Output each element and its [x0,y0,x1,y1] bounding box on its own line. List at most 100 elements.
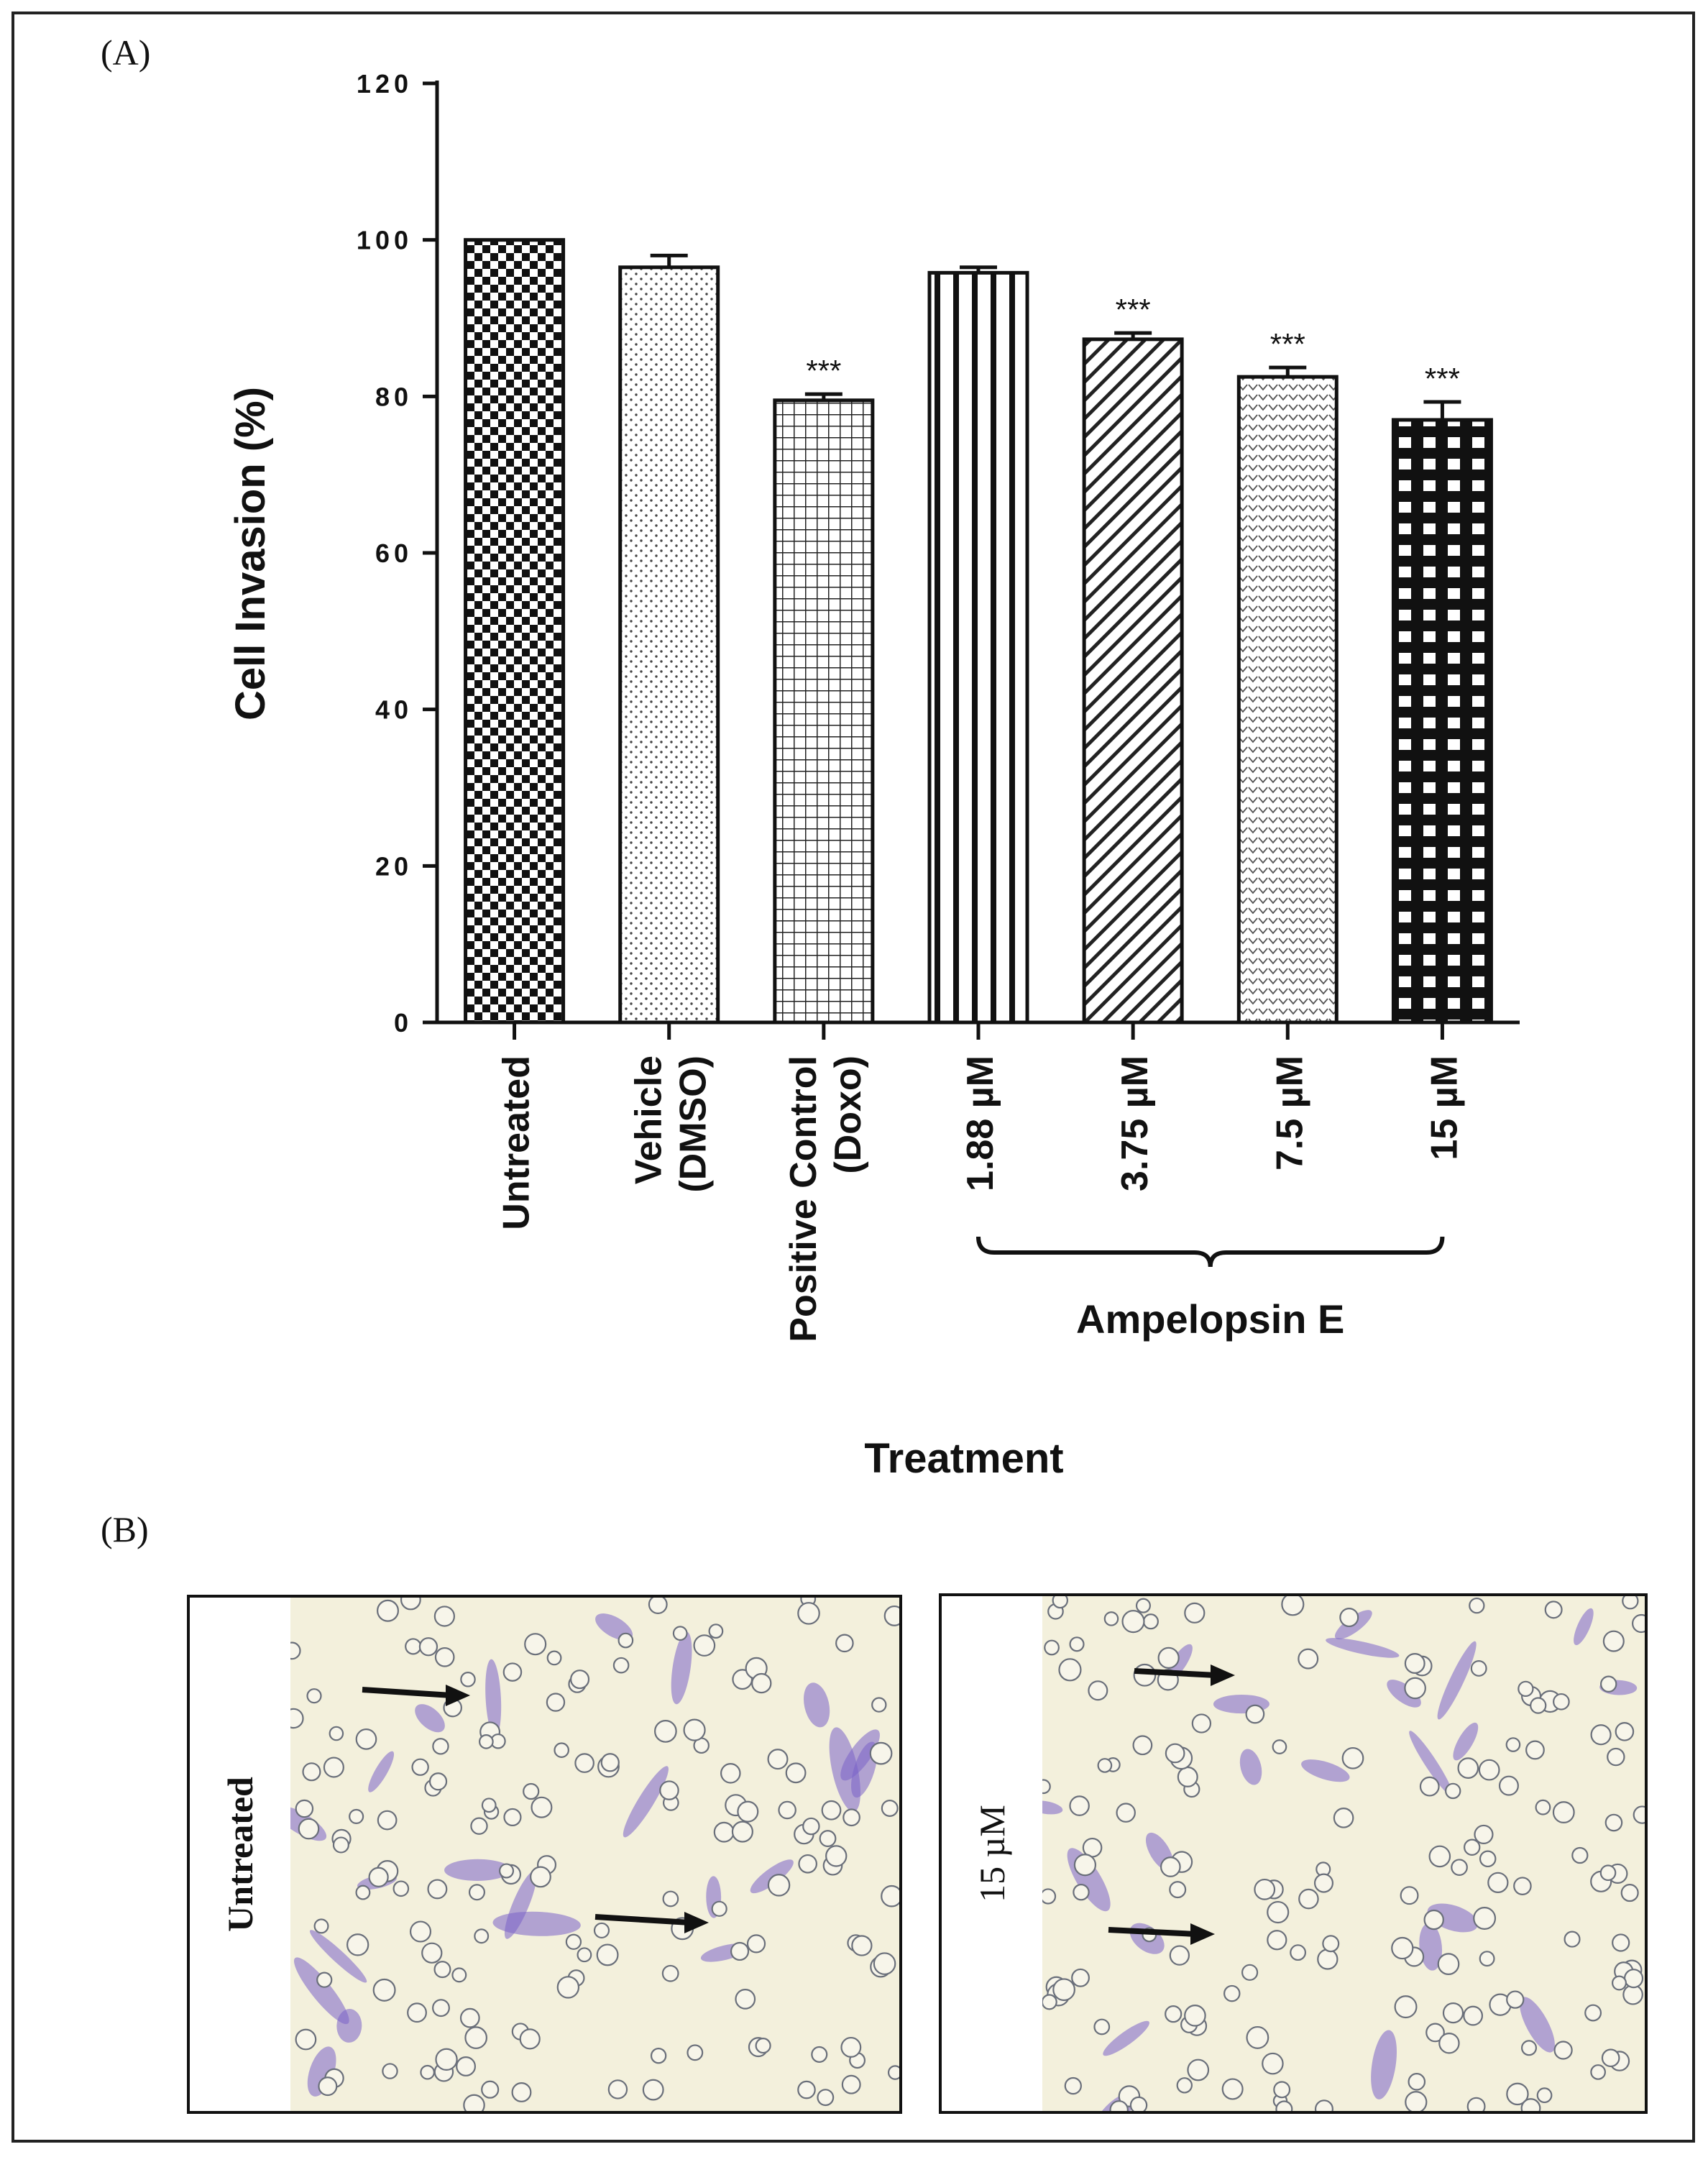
stained-cell [293,1957,349,2025]
y-tick-label: 100 [357,226,413,255]
pore-cell [1599,1864,1617,1882]
pore-cell [869,1741,893,1765]
pore-cell [290,1708,304,1729]
bar-1 [618,265,720,1025]
bar-6 [1391,418,1493,1025]
pore-cell [1042,1888,1057,1905]
pore-cell [524,1633,547,1656]
significance-label-2: *** [806,354,841,388]
bar-0 [464,238,566,1025]
pore-cell [1254,1878,1276,1900]
pore-cell [433,1606,456,1627]
pore-cell [1245,1704,1265,1724]
pore-cell [1103,1611,1119,1626]
pore-cell [511,2082,532,2102]
pore-cell [565,1933,582,1950]
pore-cell [1391,1936,1414,1960]
pore-cell [1602,1630,1625,1652]
pore-cell [1262,2052,1284,2075]
pore-cell [842,1808,860,1827]
pore-cell [392,1880,410,1897]
pore-cell [1457,1757,1479,1779]
pore-cell [306,1688,322,1704]
stained-cell [1387,1680,1421,1708]
pore-cell [1419,1776,1440,1797]
x-tick-label-2-0: Positive Control [783,1055,825,1342]
pore-cell [519,2028,541,2050]
pore-cell [1165,2005,1183,2023]
pore-cell [755,2038,771,2054]
x-tick-label-4-0: 3.75 µM [1114,1055,1156,1191]
pore-cell [1052,1978,1075,2002]
pore-cell [735,1988,756,2010]
pore-cell [642,2079,664,2101]
stained-cell [1326,1638,1400,1658]
stained-cell [1520,1997,1555,2053]
pore-cell [746,1934,766,1954]
pore-cell [1623,1969,1644,1989]
pore-cell [420,2064,435,2080]
pore-cell [298,1818,320,1840]
pore-cell [546,1693,566,1712]
pore-cell [1169,1881,1187,1899]
pore-cell [840,2036,862,2058]
pore-cell [481,2080,500,2099]
pore-cell [1177,1766,1198,1787]
micrograph-label-box: Untreated [190,1598,293,2111]
pore-cell [1612,1975,1627,1991]
pore-cell [435,2048,458,2071]
pore-cell [1273,2081,1291,2099]
pore-cell [648,1598,668,1614]
x-tick-label-5-0: 7.5 µM [1269,1055,1310,1171]
pore-cell [1445,1782,1461,1800]
pore-cell [432,1999,450,2018]
pore-cell [1044,1639,1060,1656]
pore-cell [1339,1608,1359,1628]
pore-cell [1109,2100,1129,2111]
pore-cell [1069,1795,1090,1816]
micrograph-15uM: 15 µM [939,1593,1648,2114]
bar-4 [1082,337,1184,1025]
arrow-head-0 [446,1685,470,1706]
pore-cell [653,1720,677,1743]
pore-cell [593,1922,610,1939]
pore-cell [1241,1964,1259,1981]
pore-cell [503,1808,522,1826]
pore-cell [883,1605,899,1626]
pore-cell [1313,1873,1334,1893]
pore-cell [1073,1883,1090,1901]
pore-cell [659,1780,679,1800]
pore-cell [1187,2058,1210,2082]
pore-cell [1553,2041,1573,2060]
arrow-head-1 [684,1912,709,1933]
pore-cell [711,1900,727,1917]
group-bracket-label: Ampelopsin E [1076,1296,1344,1342]
pore-cell [737,1800,759,1823]
pore-cell [871,1697,887,1713]
pore-cell [456,2056,477,2076]
pore-cell [1564,1931,1581,1948]
pore-cell [479,1734,494,1749]
pore-cell [1405,2091,1428,2111]
pore-cell [556,1976,580,1999]
pore-cell [1157,1647,1180,1669]
bar-5 [1236,375,1339,1025]
pore-cell [411,1758,429,1776]
pore-cell [1333,1808,1354,1828]
stained-cell [1409,1731,1453,1796]
pore-cell [400,1598,421,1611]
pore-cell [1400,1886,1419,1905]
pore-cell [1612,1933,1630,1952]
arrow-shaft-1 [594,1914,691,1925]
pore-cell [661,1964,679,1982]
pore-cell [346,1933,369,1956]
pore-cell [1632,1613,1645,1634]
pore-cell [1121,1610,1145,1634]
pore-cell [302,1762,321,1782]
pore-cell [1463,2005,1484,2026]
pore-cell [881,1799,899,1817]
pore-cell [1530,1697,1547,1714]
stained-cell [623,1766,669,1838]
pore-cell [432,1738,449,1755]
x-tick-label-3-0: 1.88 µM [960,1055,1001,1191]
